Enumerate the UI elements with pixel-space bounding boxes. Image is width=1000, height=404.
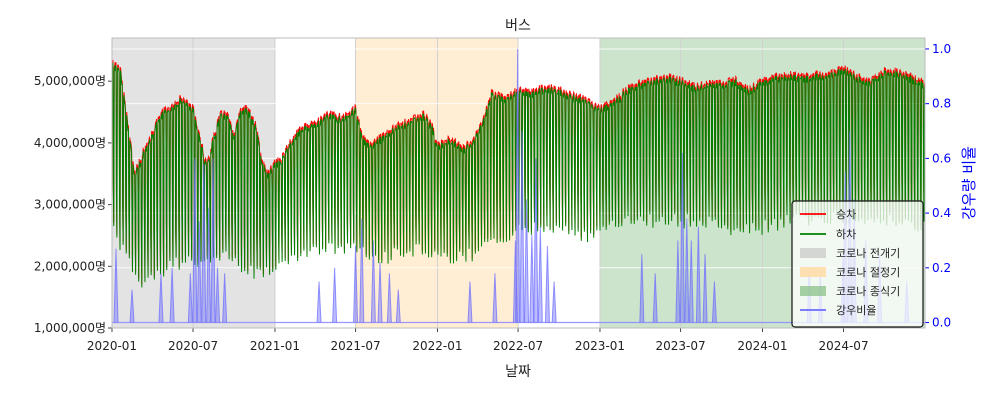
x-tick-label-8: 2024-01: [737, 339, 787, 353]
chart-title: 버스: [505, 18, 531, 34]
rain-spike-0: [113, 248, 119, 323]
y-tick-label-2: 3,000,000명: [34, 198, 106, 212]
rain-spike-10: [215, 267, 221, 323]
rain-spike-37: [695, 226, 701, 323]
rain-spike-17: [377, 262, 383, 323]
rain-spike-21: [492, 273, 498, 323]
legend-swatch-period1: [800, 248, 826, 258]
rain-spike-18: [386, 273, 392, 323]
x-tick-label-1: 2020-07: [168, 339, 218, 353]
legend-swatch-period2: [800, 267, 826, 277]
rain-spike-7: [201, 163, 207, 323]
rain-spike-3: [169, 267, 175, 323]
rain-spike-15: [359, 218, 365, 323]
rain-spike-39: [711, 281, 717, 323]
rain-spike-23: [515, 48, 521, 323]
x-tick-label-3: 2021-07: [330, 339, 380, 353]
y2-tick-label-4: 0.8: [932, 97, 951, 111]
rain-spike-1: [129, 289, 135, 323]
x-tick-label-2: 2021-01: [250, 339, 300, 353]
legend-label-rain: 강우비율: [836, 304, 876, 317]
y-tick-label-1: 2,000,000명: [34, 259, 106, 273]
rain-spike-6: [196, 221, 202, 323]
rain-spike-30: [551, 281, 557, 323]
rain-spike-32: [652, 273, 658, 323]
rain-spike-38: [702, 254, 708, 323]
rain-spike-35: [684, 218, 690, 323]
rain-spike-36: [688, 240, 694, 323]
rain-spike-9: [210, 158, 216, 323]
y-tick-label-0: 1,000,000명: [34, 321, 106, 335]
legend-label-period3: 코로나 종식기: [836, 285, 900, 298]
x-tick-label-5: 2022-07: [493, 339, 543, 353]
rain-spike-27: [533, 158, 539, 323]
rain-spike-20: [467, 281, 473, 323]
rain-spike-26: [529, 234, 535, 323]
rain-spike-34: [679, 152, 685, 323]
x-tick-label-7: 2023-07: [655, 339, 705, 353]
y-axis-ticks: 1,000,000명 2,000,000명 3,000,000명 4,000,000명…: [34, 74, 112, 335]
rain-spike-11: [222, 273, 228, 323]
y2-tick-label-0: 0.0: [932, 316, 951, 330]
y2-axis-ticks: 0.0 0.2 0.4 0.6 0.8 1.0: [925, 42, 951, 330]
rain-spike-16: [370, 240, 376, 323]
rain-spike-25: [524, 199, 530, 323]
rain-spike-12: [316, 281, 322, 323]
x-tick-label-0: 2020-01: [87, 339, 137, 353]
rain-spike-33: [675, 240, 681, 323]
y2-tick-label-3: 0.6: [932, 151, 951, 165]
x-tick-label-6: 2023-01: [575, 339, 625, 353]
rain-spike-14: [353, 245, 359, 323]
rain-spike-19: [395, 289, 401, 323]
legend-label-period2: 코로나 절정기: [836, 266, 900, 279]
rain-spike-5: [192, 158, 198, 323]
x-tick-label-9: 2024-07: [818, 339, 868, 353]
plot-frame: [111, 37, 926, 329]
legend-label-boarding: 승차: [836, 208, 856, 221]
legend-label-period1: 코로나 전개기: [836, 247, 900, 260]
legend-label-alighting: 하차: [836, 227, 856, 241]
rain-spike-2: [158, 273, 164, 323]
y2-tick-label-1: 0.2: [932, 261, 951, 275]
legend: 승차 하차 코로나 전개기 코로나 절정기 코로나 종식기 강우비율: [791, 200, 924, 328]
x-axis-ticks: 2020-01 2020-07 2021-01 2021-07 2022-01 2022-…: [87, 328, 869, 353]
y-tick-label-4: 5,000,000명: [34, 74, 106, 88]
y2-tick-label-5: 1.0: [932, 42, 951, 56]
rain-spike-29: [544, 245, 550, 323]
x-tick-label-4: 2022-01: [412, 339, 462, 353]
rain-spike-28: [537, 226, 543, 323]
y-tick-label-3: 4,000,000명: [34, 136, 106, 150]
rain-spike-13: [332, 267, 338, 323]
y2-tick-label-2: 0.4: [932, 206, 951, 220]
rain-spike-4: [187, 273, 193, 323]
rain-spike-31: [639, 254, 645, 323]
rain-spike-24: [519, 131, 525, 323]
rain-spike-8: [206, 207, 212, 323]
rain-spike-22: [512, 240, 518, 323]
y2-axis-label: 강우량 비율: [960, 146, 978, 220]
legend-swatch-period3: [800, 286, 826, 296]
x-axis-label: 날짜: [505, 364, 531, 380]
